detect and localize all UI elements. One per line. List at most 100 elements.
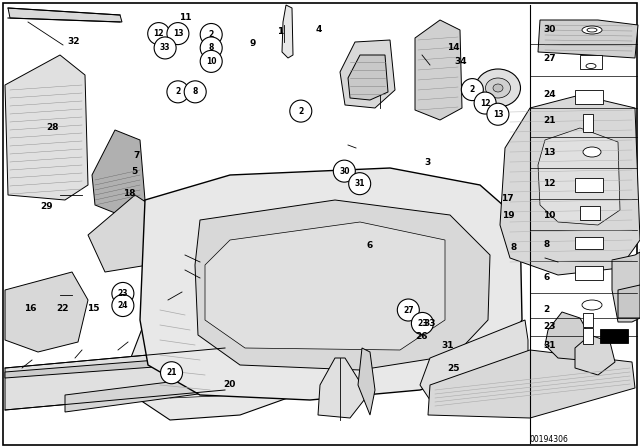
Text: 18: 18 — [123, 189, 136, 198]
Text: 13: 13 — [543, 148, 556, 157]
Circle shape — [487, 103, 509, 125]
Circle shape — [167, 81, 189, 103]
Text: 4: 4 — [316, 25, 322, 34]
Bar — [580, 206, 600, 220]
Text: 6: 6 — [543, 273, 549, 282]
Circle shape — [474, 92, 496, 114]
Text: 20: 20 — [223, 380, 236, 389]
Polygon shape — [195, 200, 490, 370]
Text: 21: 21 — [166, 368, 177, 377]
Text: 1: 1 — [277, 27, 284, 36]
Text: 2: 2 — [470, 85, 475, 94]
Polygon shape — [140, 168, 522, 400]
Bar — [575, 90, 603, 104]
Text: 16: 16 — [24, 304, 37, 313]
Text: 31: 31 — [543, 341, 556, 350]
Polygon shape — [205, 222, 445, 350]
Text: 30: 30 — [339, 167, 349, 176]
Text: 19: 19 — [502, 211, 515, 220]
Circle shape — [161, 362, 182, 384]
Polygon shape — [155, 290, 320, 398]
Bar — [575, 266, 603, 280]
Bar — [583, 328, 593, 344]
Text: 7: 7 — [133, 151, 140, 160]
Bar — [575, 237, 603, 249]
Text: 25: 25 — [447, 364, 460, 373]
Circle shape — [349, 172, 371, 195]
Text: 11: 11 — [179, 13, 192, 22]
Text: 12: 12 — [154, 29, 164, 38]
Text: 8: 8 — [193, 87, 198, 96]
Text: 31: 31 — [355, 179, 365, 188]
Text: 26: 26 — [415, 332, 428, 341]
Circle shape — [200, 50, 222, 73]
Text: 28: 28 — [46, 123, 59, 132]
Text: 3: 3 — [424, 158, 431, 167]
Bar — [583, 313, 593, 327]
Circle shape — [333, 160, 355, 182]
Polygon shape — [318, 358, 368, 418]
Text: 14: 14 — [447, 43, 460, 52]
Polygon shape — [618, 285, 640, 318]
Polygon shape — [5, 272, 88, 352]
Polygon shape — [65, 375, 228, 412]
Circle shape — [154, 37, 176, 59]
Polygon shape — [282, 5, 293, 58]
Polygon shape — [92, 130, 145, 215]
Polygon shape — [340, 40, 395, 108]
Polygon shape — [5, 355, 222, 378]
Ellipse shape — [582, 26, 602, 34]
Text: 30: 30 — [543, 25, 556, 34]
Circle shape — [148, 22, 170, 45]
Polygon shape — [538, 20, 638, 58]
Bar — [580, 55, 602, 69]
Text: 12: 12 — [543, 179, 556, 188]
Text: 21: 21 — [543, 116, 556, 125]
Circle shape — [397, 299, 419, 321]
Circle shape — [167, 22, 189, 45]
Circle shape — [200, 37, 222, 59]
Ellipse shape — [582, 300, 602, 310]
Text: 17: 17 — [500, 194, 513, 202]
Text: 33: 33 — [160, 43, 170, 52]
Text: 13: 13 — [493, 110, 503, 119]
Text: 2: 2 — [298, 107, 303, 116]
Ellipse shape — [476, 69, 520, 107]
Polygon shape — [130, 268, 335, 420]
Text: 31: 31 — [442, 341, 454, 350]
Polygon shape — [575, 335, 615, 375]
Text: 33: 33 — [424, 319, 436, 328]
Text: 10: 10 — [206, 57, 216, 66]
Ellipse shape — [486, 78, 511, 98]
Text: 9: 9 — [250, 39, 256, 48]
Text: 23: 23 — [417, 319, 428, 328]
Text: 8: 8 — [510, 243, 516, 252]
Polygon shape — [612, 252, 640, 322]
Text: 23: 23 — [543, 322, 556, 331]
Circle shape — [112, 294, 134, 317]
Circle shape — [112, 282, 134, 305]
Text: 34: 34 — [454, 57, 467, 66]
Text: 8: 8 — [209, 43, 214, 52]
Text: 13: 13 — [173, 29, 183, 38]
Circle shape — [184, 81, 206, 103]
Text: 23: 23 — [118, 289, 128, 298]
Circle shape — [412, 312, 433, 335]
Text: 2: 2 — [543, 305, 549, 314]
Bar — [600, 329, 628, 343]
Circle shape — [461, 78, 483, 101]
Bar — [583, 114, 593, 132]
Text: 12: 12 — [480, 99, 490, 108]
Polygon shape — [5, 55, 88, 200]
Circle shape — [200, 23, 222, 46]
Polygon shape — [500, 95, 640, 275]
Polygon shape — [428, 350, 635, 418]
Ellipse shape — [587, 28, 597, 32]
Text: 5: 5 — [131, 167, 138, 176]
Text: 8: 8 — [543, 240, 549, 249]
Ellipse shape — [493, 84, 503, 92]
Polygon shape — [420, 320, 528, 400]
Text: 27: 27 — [403, 306, 413, 314]
Text: 15: 15 — [86, 304, 99, 313]
Text: 00194306: 00194306 — [530, 435, 569, 444]
